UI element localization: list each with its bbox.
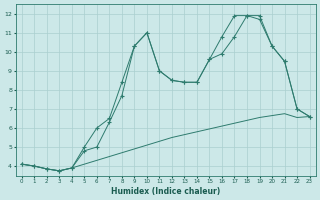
- X-axis label: Humidex (Indice chaleur): Humidex (Indice chaleur): [111, 187, 220, 196]
